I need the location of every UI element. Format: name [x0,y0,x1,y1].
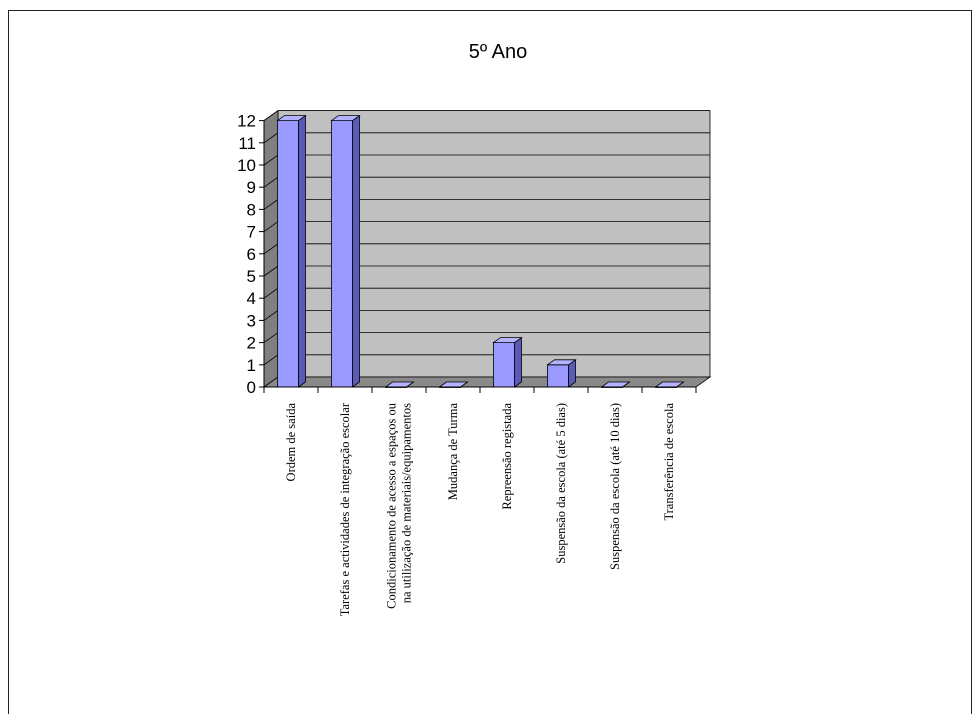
bar-front [493,342,515,388]
y-tick-label: 8 [247,200,256,219]
floor [262,376,712,388]
y-tick-label: 11 [238,134,256,153]
y-tick-label: 2 [247,334,256,353]
x-tick-label: Suspensão da escola (até 10 dias) [608,403,622,570]
bar [492,336,523,388]
y-tick-label: 1 [247,356,256,375]
bar [276,114,307,388]
x-tick-label: Ordem de saída [284,403,298,482]
y-tick-label: 4 [247,289,256,308]
bars [276,114,685,388]
bar-front [277,120,299,388]
bar [330,114,361,388]
chart-background [262,109,712,388]
x-tick-label: Mudança de Turma [446,403,460,501]
y-tick-label: 6 [247,245,256,264]
bar-front [547,364,569,388]
y-tick-label: 10 [237,156,256,175]
gridline [263,110,710,121]
bar-top [330,115,361,121]
y-tick-label: 5 [247,267,256,286]
bar-top [492,337,523,344]
y-tick-label: 3 [247,311,256,330]
bar-front [331,120,353,388]
bar-side [298,114,306,388]
x-tick-label: Suspensão da escola (até 5 dias) [554,403,568,564]
x-tick-label: Transferência de escola [662,403,676,521]
chart-frame: 0 1 2 3 4 5 6 7 8 9 10 11 12 Ordem de saída Tarefas e … [8,10,972,714]
bar-top [276,115,307,121]
bar-side [514,336,522,388]
bar [546,359,577,388]
x-tick-label: Tarefas e actividades de integração esco… [338,402,352,616]
x-tick-label: Repreensão registada [500,403,514,510]
y-tick-label: 9 [247,178,256,197]
x-tick-label: Condicionamento de acesso a espaços ou [385,402,399,609]
y-tick-label: 7 [247,223,256,242]
chart-title: 5º Ano [469,41,527,63]
y-tick-label: 0 [247,378,256,397]
x-tick-label: na utilização de materiais/equipamentos [400,403,414,603]
y-tick-label: 12 [237,112,256,131]
bar-side [352,114,360,388]
bar-top [546,359,577,366]
